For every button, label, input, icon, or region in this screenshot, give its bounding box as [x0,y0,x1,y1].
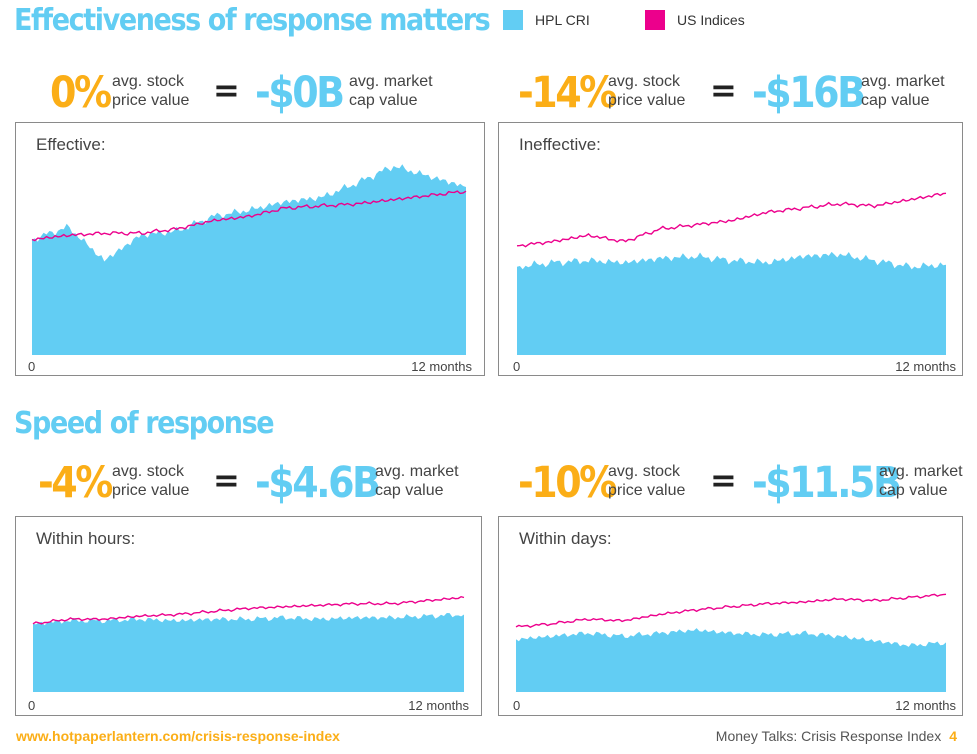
footer-title: Money Talks: Crisis Response Index 4 [716,728,957,744]
us-indices-swatch [645,10,665,30]
stock-change-value: -10% [518,458,617,508]
hpl-cri-area [33,613,464,692]
market-cap-desc: avg. market cap value [349,73,433,109]
stock-change-desc: avg. stock price value [112,463,190,499]
x-tick-end: 12 months [411,359,472,374]
legend-label: US Indices [677,12,745,28]
x-tick-end: 12 months [895,698,956,713]
legend-item-hpl-cri: HPL CRI [503,10,623,32]
hpl-cri-area [32,164,466,355]
chart-svg [516,192,947,355]
x-tick-end: 12 months [895,359,956,374]
equals-sign: = [213,461,240,499]
market-cap-desc: avg. market cap value [375,463,459,499]
market-cap-value: -$16B [752,68,866,118]
footer-doc-title: Money Talks: Crisis Response Index [715,728,942,744]
us-indices-line [516,192,947,248]
stat-line-effective: 0% avg. stock price value = -$0B avg. mar… [0,68,490,118]
stat-line-within-hours: -4% avg. stock price value = -$4.6B avg. … [0,458,490,508]
chart-title: Ineffective: [519,135,601,154]
footer-url-link[interactable]: www.hotpaperlantern.com/crisis-response-… [16,728,340,744]
chart-panel-within-days: Within days: 0 12 months [498,516,963,716]
stock-change-value: -14% [518,68,617,118]
chart-svg [515,593,947,692]
equals-sign: = [710,71,737,109]
hpl-cri-swatch [503,10,523,30]
us-indices-line [31,190,467,242]
stock-change-value: -4% [38,458,113,508]
market-cap-value: -$0B [255,68,345,118]
legend-label: HPL CRI [535,12,590,28]
page-number: 4 [949,728,957,744]
x-tick-start: 0 [28,698,36,713]
chart-panel-within-hours: Within hours: 0 12 months [15,516,482,716]
chart-title: Effective: [36,135,106,154]
x-tick-start: 0 [513,698,521,713]
x-tick-end: 12 months [408,698,469,713]
market-cap-value: -$11.5B [752,458,902,508]
stock-change-desc: avg. stock price value [608,73,686,109]
market-cap-desc: avg. market cap value [861,73,945,109]
stock-change-desc: avg. stock price value [112,73,190,109]
hpl-cri-area [516,628,946,692]
chart-title: Within hours: [36,529,136,548]
equals-sign: = [213,71,240,109]
x-tick-start: 0 [513,359,521,374]
chart-panel-ineffective: Ineffective: 0 12 months [498,122,963,376]
stat-line-within-days: -10% avg. stock price value = -$11.5B avg… [488,458,977,508]
chart-panel-effective: Effective: 0 12 months [15,122,485,376]
stock-change-desc: avg. stock price value [608,463,686,499]
market-cap-value: -$4.6B [255,458,381,508]
market-cap-desc: avg. market cap value [879,463,963,499]
hpl-cri-area [517,251,946,355]
us-indices-line [515,593,947,628]
x-tick-start: 0 [28,359,36,374]
chart-svg [32,595,465,692]
chart-svg [31,164,467,355]
chart-title: Within days: [519,529,612,548]
stat-line-ineffective: -14% avg. stock price value = -$16B avg. … [488,68,977,118]
equals-sign: = [710,461,737,499]
us-indices-line [32,595,465,625]
stock-change-value: 0% [50,68,112,118]
section-title-speed: Speed of response [14,406,275,441]
legend-item-us-indices: US Indices [645,10,765,32]
section-title-effectiveness: Effectiveness of response matters [14,3,491,38]
